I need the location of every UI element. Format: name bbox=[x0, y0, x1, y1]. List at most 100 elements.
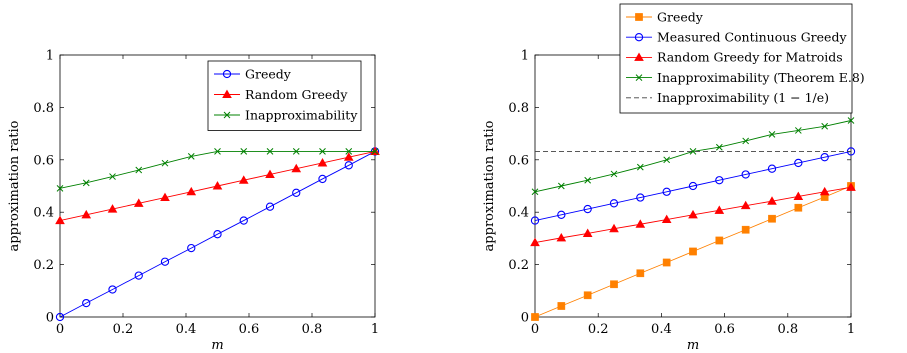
data-point bbox=[688, 181, 698, 191]
data-point bbox=[636, 269, 645, 278]
data-point bbox=[81, 209, 92, 219]
data-point bbox=[662, 187, 671, 196]
x-tick-label: 0.4 bbox=[176, 322, 197, 337]
data-point bbox=[689, 247, 697, 256]
y-tick-label: 0.8 bbox=[508, 101, 529, 116]
legend-swatch-marker bbox=[634, 52, 644, 61]
data-point bbox=[531, 313, 539, 321]
legend-swatch-marker bbox=[634, 33, 644, 42]
data-point bbox=[688, 209, 698, 219]
data-point bbox=[584, 176, 592, 184]
data-point bbox=[214, 148, 221, 155]
y-tick-label: 1 bbox=[46, 49, 54, 64]
data-point bbox=[265, 169, 275, 178]
data-point bbox=[55, 215, 65, 225]
y-tick-label: 0.2 bbox=[33, 258, 54, 273]
data-point bbox=[609, 223, 619, 233]
legend-label: Measured Continuous Greedy bbox=[657, 30, 847, 45]
legend-swatch-marker bbox=[635, 74, 643, 81]
series bbox=[55, 147, 380, 322]
legend-label: Inapproximability (Theorem E.8) bbox=[657, 70, 865, 85]
data-point bbox=[160, 192, 170, 202]
series bbox=[531, 117, 855, 196]
legend-label: Random Greedy for Matroids bbox=[657, 50, 843, 65]
data-point bbox=[239, 216, 248, 225]
x-tick-label: 0.2 bbox=[113, 322, 134, 337]
x-axis-label: m bbox=[687, 338, 699, 353]
x-tick-label: 0 bbox=[56, 322, 64, 337]
data-point bbox=[109, 173, 116, 180]
series bbox=[530, 182, 856, 247]
legend-box bbox=[207, 60, 362, 131]
data-point bbox=[557, 182, 565, 190]
data-point bbox=[319, 148, 326, 155]
data-point bbox=[767, 196, 777, 205]
data-point bbox=[636, 163, 644, 171]
data-point bbox=[240, 148, 248, 155]
y-tick-label: 0 bbox=[46, 311, 54, 326]
data-point bbox=[135, 166, 143, 174]
data-point bbox=[663, 156, 671, 164]
x-tick-label: 0.8 bbox=[302, 322, 323, 337]
y-axis-label: approximation ratio bbox=[7, 120, 22, 251]
legend: Greedy Measured Continuous Greedy Random G… bbox=[619, 3, 865, 114]
data-point bbox=[794, 203, 803, 212]
data-point bbox=[741, 225, 750, 234]
data-point bbox=[610, 280, 618, 289]
data-point bbox=[82, 298, 91, 308]
data-point bbox=[213, 230, 222, 239]
legend-label: Greedy bbox=[657, 9, 704, 24]
data-point bbox=[530, 237, 540, 247]
data-point bbox=[107, 204, 118, 213]
data-point bbox=[742, 137, 750, 145]
data-point bbox=[212, 181, 223, 190]
data-point bbox=[187, 243, 196, 253]
data-point bbox=[846, 182, 856, 191]
data-point bbox=[767, 164, 777, 173]
data-point bbox=[557, 302, 566, 310]
data-point bbox=[662, 258, 671, 267]
data-point bbox=[265, 202, 275, 211]
x-tick-label: 0.6 bbox=[714, 322, 735, 337]
legend: Greedy Random Greedy Inapproximability bbox=[207, 60, 362, 131]
y-tick-label: 0.6 bbox=[33, 153, 54, 168]
series bbox=[55, 146, 380, 225]
data-point bbox=[108, 285, 117, 294]
data-point bbox=[768, 131, 776, 138]
plot-frame bbox=[59, 54, 376, 318]
data-point bbox=[186, 186, 197, 196]
left-chart: 0 0.2 0.4 0.6 0.8 1 0 0.2 0.4 0.6 0.8 1 m approximati… bbox=[7, 49, 380, 353]
y-tick-label: 0.4 bbox=[508, 206, 529, 221]
data-point bbox=[55, 312, 65, 322]
legend-swatch-marker bbox=[635, 13, 643, 21]
series-line bbox=[59, 151, 376, 318]
data-point bbox=[291, 163, 302, 173]
data-point bbox=[133, 198, 144, 207]
data-point bbox=[187, 153, 195, 160]
data-point bbox=[345, 148, 353, 155]
legend-swatch-marker bbox=[222, 69, 232, 79]
data-point bbox=[715, 176, 724, 185]
data-point bbox=[344, 161, 353, 170]
data-point bbox=[715, 143, 723, 151]
y-tick-label: 0.4 bbox=[33, 206, 54, 221]
series bbox=[530, 147, 856, 225]
legend-label: Inapproximability (1 − 1/e) bbox=[657, 90, 829, 105]
data-point bbox=[768, 214, 776, 223]
legend-label: Random Greedy bbox=[245, 87, 348, 102]
y-axis-label: approximation ratio bbox=[482, 120, 497, 251]
data-point bbox=[161, 159, 169, 167]
data-point bbox=[160, 257, 170, 266]
x-tick-label: 0 bbox=[531, 322, 539, 337]
data-point bbox=[714, 205, 725, 214]
data-point bbox=[266, 148, 274, 155]
data-point bbox=[583, 204, 592, 214]
data-point bbox=[556, 232, 567, 242]
y-tick-label: 0.2 bbox=[508, 258, 529, 273]
data-point bbox=[715, 236, 724, 245]
data-point bbox=[636, 193, 645, 202]
data-point bbox=[793, 191, 804, 201]
series-line bbox=[534, 120, 852, 193]
data-point bbox=[661, 214, 672, 224]
